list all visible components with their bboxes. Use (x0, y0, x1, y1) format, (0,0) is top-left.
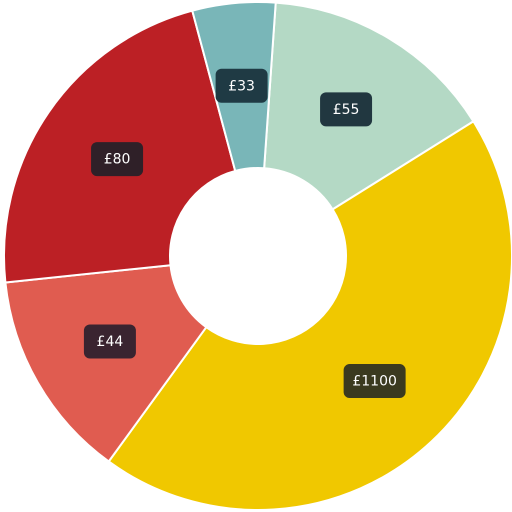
labels-group: £55 £1100 £44 £80 £33 (83, 68, 406, 399)
slice-label-text-4: £33 (228, 78, 255, 94)
slice-label-bg-4 (215, 68, 268, 103)
slice-label-text-3: £80 (104, 152, 131, 168)
slice-label-2: £44 (83, 324, 136, 359)
slice-1 (107, 120, 512, 511)
slice-label-4: £33 (215, 68, 268, 103)
slice-label-bg-3 (91, 142, 144, 177)
slice-2 (4, 264, 208, 463)
slice-label-text-2: £44 (97, 334, 124, 350)
slice-label-bg-0 (320, 92, 373, 127)
slice-label-0: £55 (320, 92, 373, 127)
slice-label-bg-1 (343, 364, 406, 399)
slice-label-3: £80 (91, 142, 144, 177)
slice-label-text-0: £55 (333, 102, 360, 118)
slice-label-1: £1100 (343, 364, 406, 399)
slice-label-text-1: £1100 (352, 374, 397, 390)
slice-label-bg-2 (83, 324, 136, 359)
